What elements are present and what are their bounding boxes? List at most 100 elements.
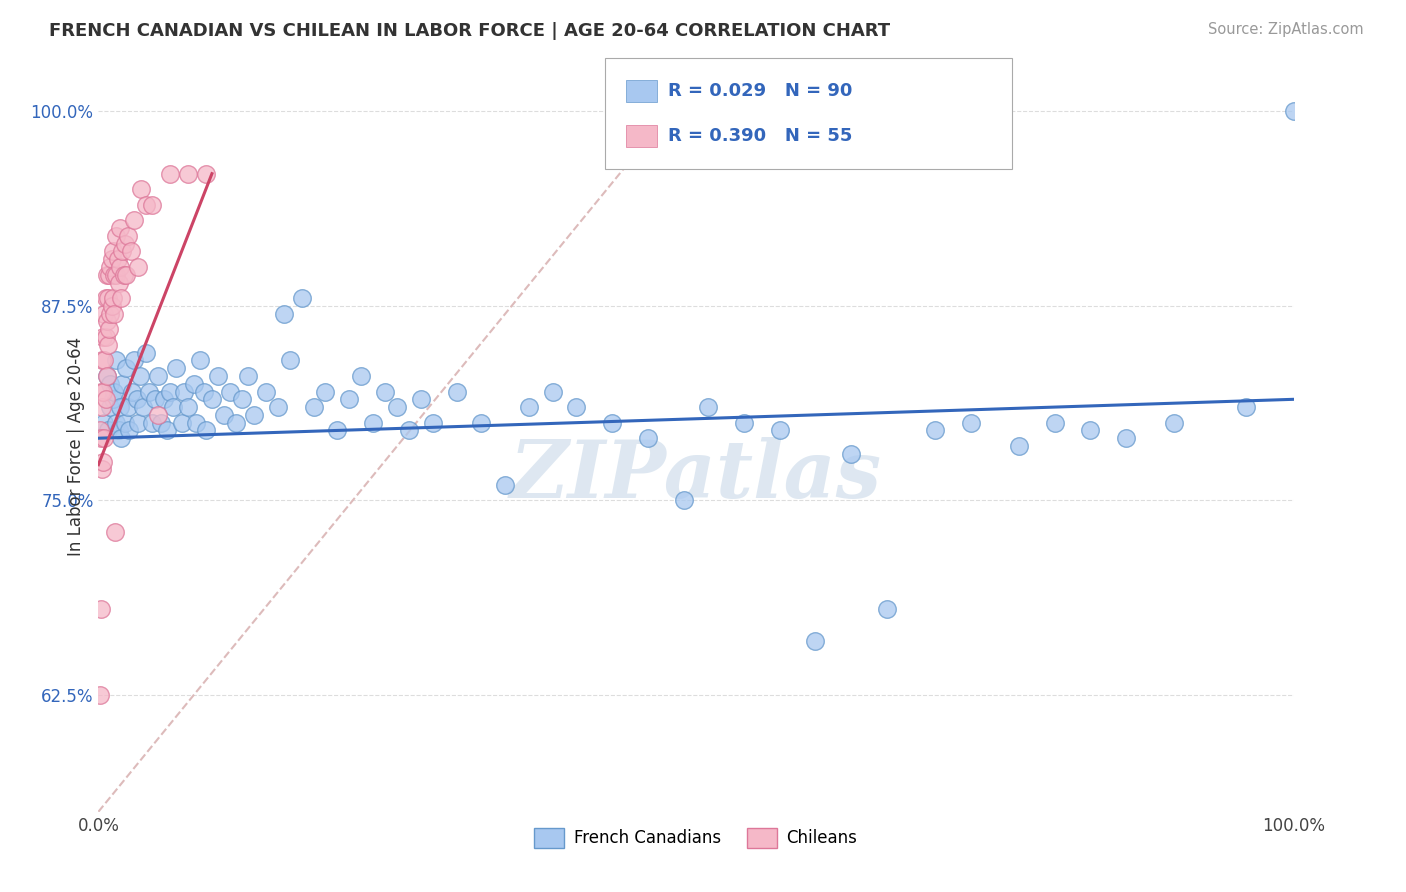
Legend: French Canadians, Chileans: French Canadians, Chileans [527,821,865,855]
Point [90,602,112,616]
Point [195,167,218,181]
Point [422,416,444,430]
Point [212,408,235,422]
Point [219,384,242,399]
Point [124,213,146,227]
Point [162,400,184,414]
Point [278,353,301,368]
Point [91,462,114,476]
Point [148,408,170,422]
Point [107,424,129,438]
Text: R = 0.390   N = 55: R = 0.390 N = 55 [668,128,852,145]
Point [91,400,114,414]
Point [96,314,118,328]
Point [188,353,211,368]
Point [602,416,624,430]
Text: R = 0.029   N = 90: R = 0.029 N = 90 [668,82,852,100]
Point [135,345,157,359]
Point [94,330,117,344]
Point [768,424,790,438]
Point [254,384,277,399]
Point [339,392,361,407]
Point [114,236,136,251]
Point [1282,104,1305,119]
Point [804,633,827,648]
Point [105,268,128,282]
Point [103,268,125,282]
Point [96,368,118,383]
Point [363,416,385,430]
Point [177,400,200,414]
Point [733,416,755,430]
Y-axis label: In Labor Force | Age 20-64: In Labor Force | Age 20-64 [66,336,84,556]
Point [97,338,120,352]
Point [117,400,139,414]
Point [103,307,125,321]
Point [267,400,290,414]
Point [236,368,259,383]
Point [94,392,117,407]
Point [105,416,128,430]
Point [131,400,153,414]
Point [98,268,121,282]
Point [89,688,111,702]
Point [291,291,314,305]
Point [127,260,149,274]
Point [637,431,659,445]
Point [141,416,163,430]
Point [173,384,195,399]
Point [186,416,208,430]
Point [135,198,157,212]
Point [101,291,124,305]
Point [91,384,114,399]
Point [159,384,181,399]
Point [148,368,170,383]
Point [177,167,200,181]
Point [131,182,153,196]
Point [876,602,898,616]
Point [121,384,143,399]
Point [93,416,115,430]
Point [183,376,205,391]
Point [231,392,253,407]
Point [446,384,468,399]
Point [141,198,163,212]
Point [108,400,131,414]
Point [172,416,194,430]
Point [105,228,128,243]
Point [1043,416,1066,430]
Point [129,368,152,383]
Point [124,353,146,368]
Point [91,353,114,368]
Point [125,392,148,407]
Point [924,424,946,438]
Point [207,368,229,383]
Point [90,431,112,445]
Point [673,493,696,508]
Point [104,524,127,539]
Point [1080,424,1102,438]
Point [398,424,420,438]
Point [143,392,166,407]
Point [243,408,266,422]
Point [385,400,409,414]
Point [98,260,122,274]
Point [98,322,121,336]
Point [103,384,125,399]
Point [315,384,337,399]
Point [127,416,149,430]
Point [195,424,218,438]
Point [98,307,122,321]
Point [115,268,138,282]
Point [302,400,325,414]
Point [697,400,720,414]
Point [98,376,122,391]
Point [112,268,135,282]
Point [155,424,177,438]
Point [91,454,114,468]
Point [100,252,122,267]
Point [118,424,141,438]
Point [149,416,172,430]
Point [374,384,396,399]
Point [153,392,176,407]
